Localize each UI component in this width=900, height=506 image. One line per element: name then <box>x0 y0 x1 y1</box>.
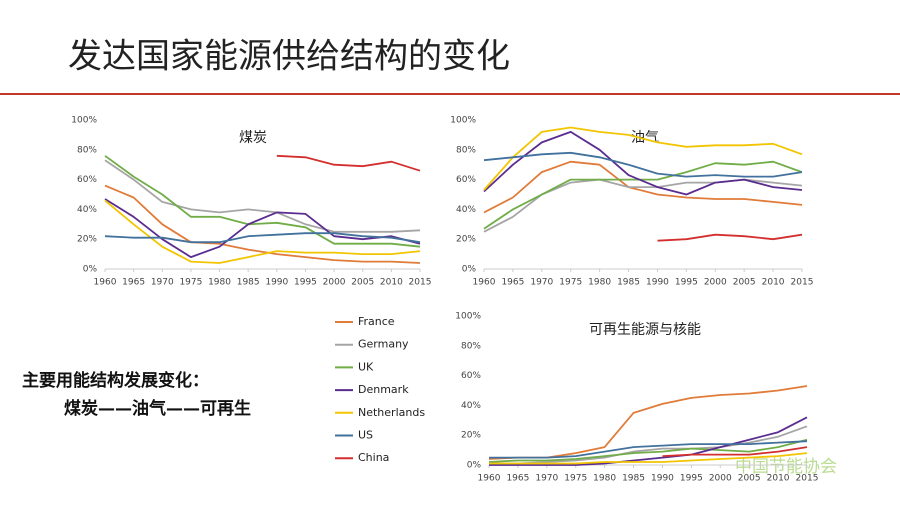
series-line <box>483 160 803 230</box>
x-tick-label: 1965 <box>122 278 145 288</box>
y-tick-label: 40% <box>456 205 476 215</box>
y-tick-label: 100% <box>71 116 97 126</box>
legend-label: Denmark <box>358 383 409 396</box>
y-tick-label: 80% <box>77 145 97 155</box>
y-tick-label: 0% <box>83 265 98 275</box>
y-tick-label: 0% <box>467 461 482 471</box>
x-tick-label: 2010 <box>380 278 403 288</box>
series-line <box>488 438 808 463</box>
x-tick-label: 1995 <box>680 474 703 484</box>
x-tick-label: 2000 <box>709 474 732 484</box>
series-line <box>662 446 808 457</box>
y-tick-label: 0% <box>462 265 477 275</box>
legend-label: France <box>358 315 395 328</box>
legend-label: Germany <box>358 338 409 351</box>
x-tick-label: 1995 <box>294 278 317 288</box>
y-tick-label: 20% <box>77 235 97 245</box>
y-tick-label: 100% <box>455 312 481 322</box>
x-tick-label: 2005 <box>351 278 374 288</box>
y-tick-label: 40% <box>77 205 97 215</box>
x-tick-label: 2015 <box>791 278 814 288</box>
y-tick-label: 60% <box>456 175 476 185</box>
series-line <box>104 155 421 248</box>
summary-line: 煤炭——油气——可再生 <box>64 398 251 419</box>
x-tick-label: 1970 <box>535 474 558 484</box>
chart-title: 煤炭 <box>239 130 267 146</box>
series-line <box>483 151 803 178</box>
x-tick-label: 1990 <box>265 278 288 288</box>
x-tick-label: 2000 <box>323 278 346 288</box>
x-tick-label: 1980 <box>588 278 611 288</box>
chart-title: 油气 <box>631 130 659 146</box>
y-tick-label: 60% <box>77 175 97 185</box>
series-line <box>483 160 803 214</box>
series-line <box>489 416 808 466</box>
x-tick-label: 1975 <box>564 474 587 484</box>
series-line <box>488 385 808 460</box>
x-tick-label: 1970 <box>530 278 553 288</box>
watermark: 中国节能协会 <box>735 457 837 477</box>
series-line <box>489 452 808 465</box>
x-tick-label: 1990 <box>651 474 674 484</box>
series-line <box>657 233 803 242</box>
series-line <box>483 131 803 196</box>
x-tick-label: 2015 <box>796 474 819 484</box>
x-tick-label: 1960 <box>473 278 496 288</box>
y-tick-label: 20% <box>456 235 476 245</box>
series-line <box>483 178 803 233</box>
x-tick-label: 1985 <box>237 278 260 288</box>
summary-line: 主要用能结构发展变化： <box>22 370 209 391</box>
x-tick-label: 1975 <box>559 278 582 288</box>
x-tick-label: 1975 <box>179 278 202 288</box>
y-tick-label: 20% <box>461 431 481 441</box>
series-line <box>104 159 421 233</box>
x-tick-label: 1985 <box>617 278 640 288</box>
legend-label: China <box>358 451 389 464</box>
legend-label: Netherlands <box>358 406 425 419</box>
series-line <box>104 198 421 258</box>
x-tick-label: 2005 <box>733 278 756 288</box>
x-tick-label: 1960 <box>94 278 117 288</box>
y-tick-label: 40% <box>461 401 481 411</box>
y-tick-label: 60% <box>461 371 481 381</box>
legend-label: US <box>358 429 373 442</box>
x-tick-label: 1980 <box>208 278 231 288</box>
series-line <box>483 126 803 191</box>
legend-label: UK <box>358 360 374 373</box>
x-tick-label: 2015 <box>409 278 432 288</box>
series-line <box>104 184 421 264</box>
x-tick-label: 2010 <box>767 474 790 484</box>
series-line <box>489 440 808 459</box>
y-tick-label: 80% <box>456 145 476 155</box>
x-tick-label: 2005 <box>738 474 761 484</box>
slide-title: 发达国家能源供给结构的变化 <box>68 37 510 77</box>
x-tick-label: 1985 <box>622 474 645 484</box>
y-tick-label: 100% <box>450 116 476 126</box>
x-tick-label: 1960 <box>478 474 501 484</box>
x-tick-label: 2010 <box>762 278 785 288</box>
series-line <box>104 232 421 244</box>
chart-title: 可再生能源与核能 <box>589 322 701 338</box>
x-tick-label: 2000 <box>704 278 727 288</box>
series-line <box>104 199 421 264</box>
x-tick-label: 1980 <box>593 474 616 484</box>
x-tick-label: 1965 <box>506 474 529 484</box>
x-tick-label: 1965 <box>501 278 524 288</box>
x-tick-label: 1970 <box>151 278 174 288</box>
x-tick-label: 1995 <box>675 278 698 288</box>
series-line <box>489 425 808 465</box>
x-tick-label: 1990 <box>646 278 669 288</box>
y-tick-label: 80% <box>461 341 481 351</box>
series-line <box>276 154 421 172</box>
